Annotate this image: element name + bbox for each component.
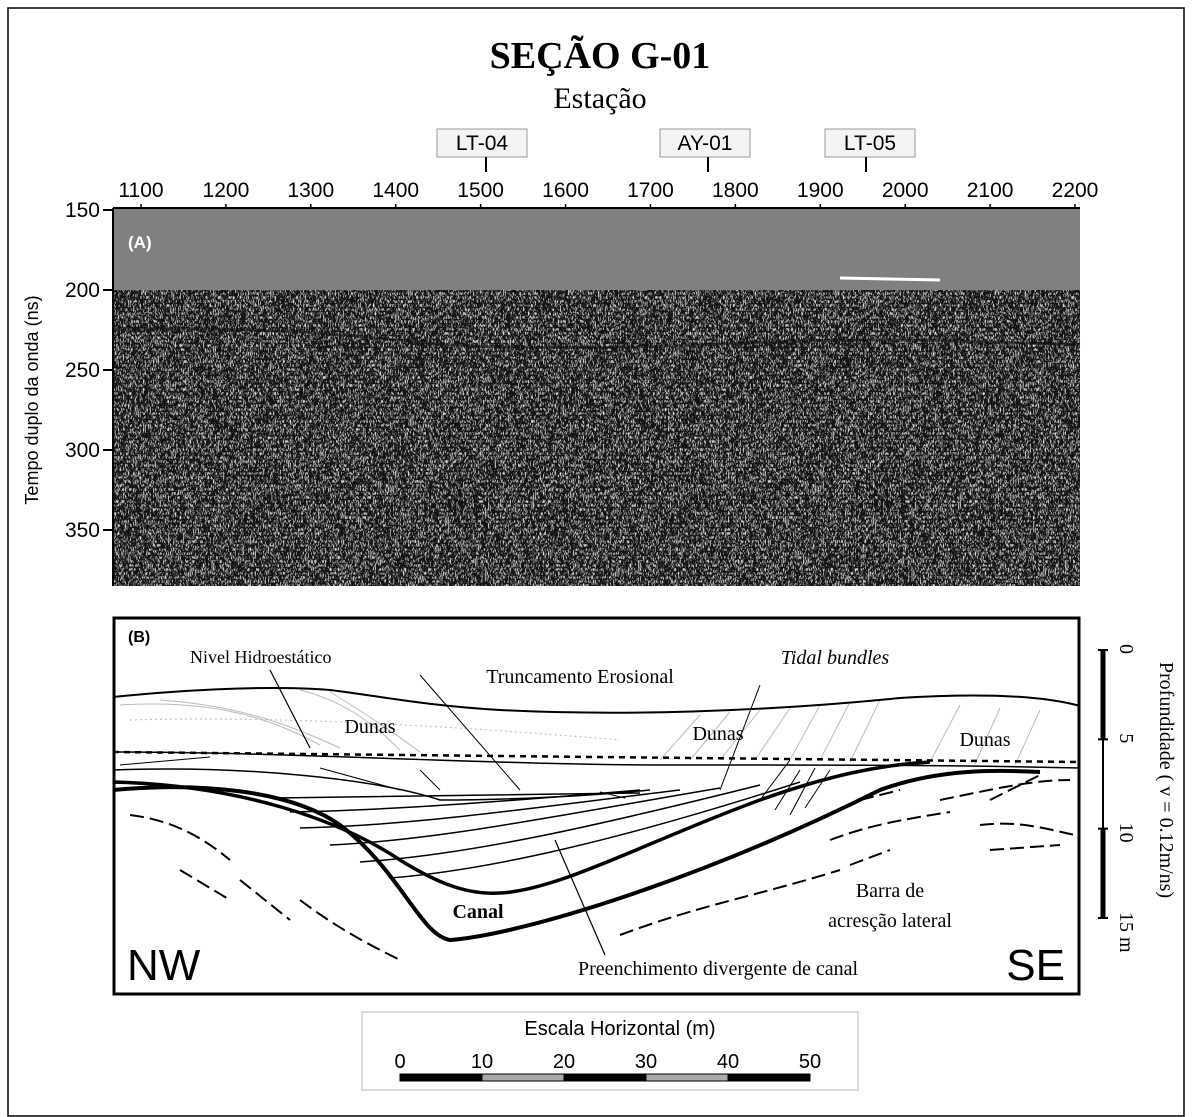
scale-tick-label: 50 <box>799 1051 821 1073</box>
annotation: Truncamento Erosional <box>486 666 674 688</box>
x-tick-label: 1100 <box>118 179 163 202</box>
annotation: Barra de <box>856 880 924 902</box>
x-tick-label: 2100 <box>967 179 1014 202</box>
y-tick-label: 200 <box>65 279 100 302</box>
y-tick-label: 350 <box>65 519 100 542</box>
scale-tick-label: 30 <box>635 1051 657 1073</box>
x-tick-label: 1800 <box>712 179 759 202</box>
annotation: Nivel Hidroestático <box>190 647 331 667</box>
leader-line <box>269 669 311 749</box>
x-tick-label: 1600 <box>542 179 589 202</box>
panel-a: (A) Tempo duplo da onda (ns) <box>22 207 1081 586</box>
scale-segment <box>399 1073 483 1082</box>
x-tick-label: 1700 <box>627 179 674 202</box>
depth-tick-label: 5 <box>1115 733 1137 743</box>
direction-label: NW <box>127 941 201 990</box>
leader-line <box>554 839 606 956</box>
scale-segment <box>645 1073 729 1082</box>
station-box <box>436 128 528 158</box>
x-tick-label: 1900 <box>797 179 844 202</box>
annotation: Tidal bundles <box>781 647 890 669</box>
station-label: AY-01 <box>678 132 733 155</box>
frame <box>7 7 1185 1117</box>
depth-label: Profundidade ( v = 0.12m/ns) <box>1155 662 1177 898</box>
dune-hatching <box>119 689 1041 766</box>
scale-tick-label: 20 <box>553 1051 575 1073</box>
annotation: acresção lateral <box>828 910 952 932</box>
panel-label: (B) <box>128 629 150 646</box>
x-tick-label: 2200 <box>1052 179 1099 202</box>
scale-segment <box>481 1073 565 1082</box>
x-tick-label: 2000 <box>882 179 929 202</box>
x-tick-label: 1400 <box>372 179 419 202</box>
station-box <box>659 128 751 158</box>
x-tick-label: 1500 <box>457 179 504 202</box>
scale-tick-label: 0 <box>394 1051 405 1073</box>
scale-segment <box>727 1073 811 1082</box>
y-tick-label: 300 <box>65 439 100 462</box>
x-tick-label: 1200 <box>203 179 250 202</box>
depth-tick-label: 0 <box>1115 644 1137 654</box>
y-tick-label: 250 <box>65 359 100 382</box>
reflector <box>112 327 1081 350</box>
station-box <box>824 128 916 158</box>
scale-title: Escala Horizontal (m) <box>524 1018 715 1040</box>
depth-tick-label: 15 m <box>1115 912 1137 953</box>
dashed-reflectors <box>129 774 1076 961</box>
station-label: LT-04 <box>456 132 508 155</box>
annotation: Dunas <box>959 729 1010 751</box>
depth-tick-label: 10 <box>1115 823 1137 843</box>
station-label: LT-05 <box>844 132 896 155</box>
stations: LT-04 AY-01 LT-05 <box>436 128 916 172</box>
annotation: Preenchimento divergente de canal <box>578 958 859 980</box>
scale-segment <box>563 1073 647 1082</box>
direction-label: SE <box>1006 941 1065 990</box>
x-tick-label: 1300 <box>287 179 334 202</box>
scale-tick-label: 10 <box>471 1051 493 1073</box>
panel-b: (B) <box>112 616 1177 996</box>
reflector <box>839 276 941 282</box>
title: SEÇÃO G-01 <box>490 35 711 77</box>
subtitle: Estação <box>553 82 646 115</box>
radargram-texture <box>113 290 1080 586</box>
y-axis-label: Tempo duplo da onda (ns) <box>22 295 42 504</box>
annotation: Dunas <box>692 723 743 745</box>
annotation: Canal <box>452 901 504 923</box>
panel-label: (A) <box>128 233 152 252</box>
y-tick-label: 150 <box>65 199 100 222</box>
scale-tick-label: 40 <box>717 1051 739 1073</box>
interpretation-lines <box>112 674 1081 943</box>
annotation: Dunas <box>344 716 395 738</box>
